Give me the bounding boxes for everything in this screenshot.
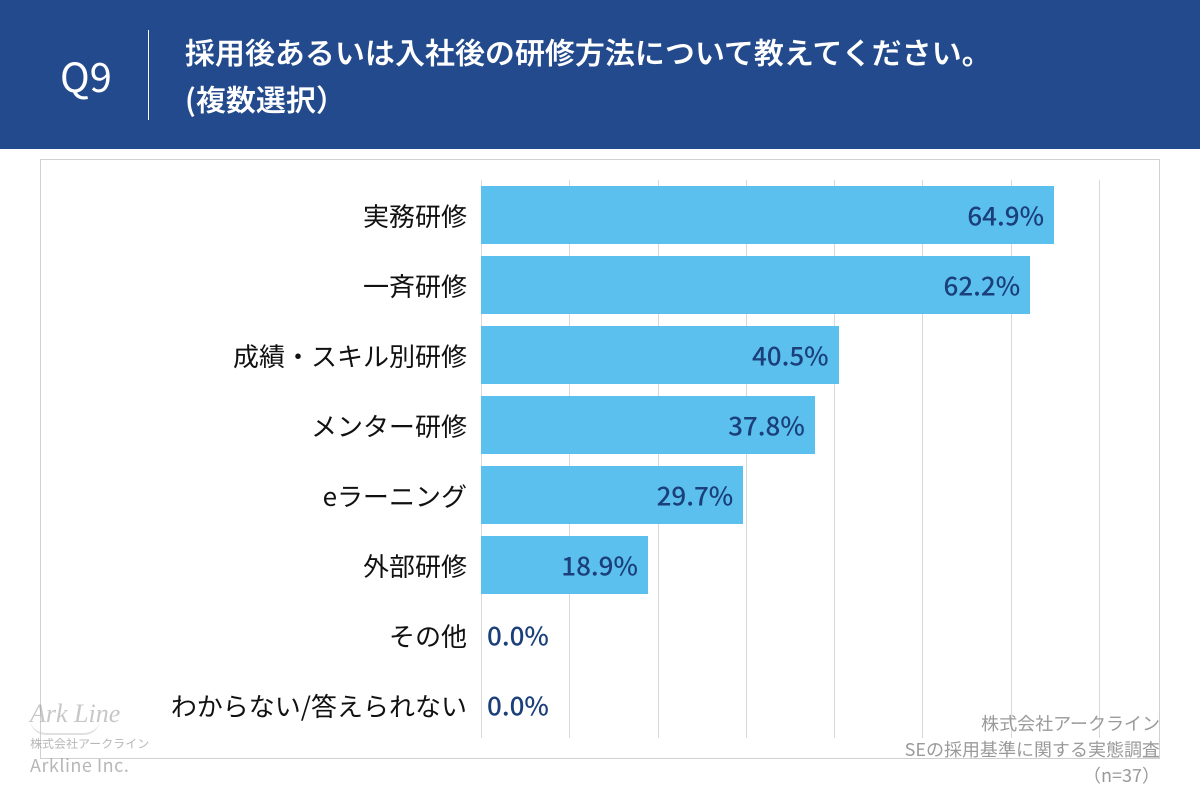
chart-row: 実務研修 64.9%: [41, 180, 1159, 250]
footer-credit: 株式会社アークライン SEの採用基準に関する実態調査 （n=37）: [905, 710, 1160, 788]
category-label: その他: [41, 617, 481, 654]
chart-container: 実務研修 64.9% 一斉研修 62.2% 成績・スキル別研修 40.5% メンター研修 37…: [40, 159, 1160, 759]
value-label: 62.2%: [944, 267, 1021, 304]
logo-en: Arkline Inc.: [30, 752, 149, 778]
chart-plot: 実務研修 64.9% 一斉研修 62.2% 成績・スキル別研修 40.5% メンター研修 37…: [41, 180, 1159, 738]
category-label: メンター研修: [41, 407, 481, 444]
value-label: 29.7%: [657, 477, 734, 514]
bar-area: 0.0%: [481, 600, 1099, 670]
chart-row: 一斉研修 62.2%: [41, 250, 1159, 320]
bar-area: 40.5%: [481, 320, 1099, 390]
bar-area: 29.7%: [481, 460, 1099, 530]
bar-area: 62.2%: [481, 250, 1099, 320]
value-label: 0.0%: [487, 687, 549, 724]
footer-company: 株式会社アークライン: [905, 710, 1160, 736]
category-label: 成績・スキル別研修: [41, 337, 481, 374]
company-logo: Ark Line 株式会社アークライン Arkline Inc.: [30, 699, 149, 778]
footer-survey: SEの採用基準に関する実態調査: [905, 736, 1160, 762]
bar-area: 37.8%: [481, 390, 1099, 460]
bar-area: 64.9%: [481, 180, 1099, 250]
category-label: 実務研修: [41, 197, 481, 234]
question-text: 採用後あるいは入社後の研修方法について教えてください。(複数選択）: [149, 28, 1160, 121]
value-label: 64.9%: [967, 197, 1044, 234]
category-label: 一斉研修: [41, 267, 481, 304]
chart-row: 外部研修 18.9%: [41, 530, 1159, 600]
chart-row: メンター研修 37.8%: [41, 390, 1159, 460]
value-label: 18.9%: [561, 547, 638, 584]
logo-swoosh-icon: [30, 719, 100, 735]
bar-area: 18.9%: [481, 530, 1099, 600]
value-label: 40.5%: [752, 337, 829, 374]
logo-jp: 株式会社アークライン: [30, 735, 149, 752]
footer-n: （n=37）: [905, 762, 1160, 788]
category-label: 外部研修: [41, 547, 481, 584]
header-bar: Q9 採用後あるいは入社後の研修方法について教えてください。(複数選択）: [0, 0, 1200, 149]
value-label: 37.8%: [728, 407, 805, 444]
category-label: eラーニング: [41, 477, 481, 514]
chart-row: その他0.0%: [41, 600, 1159, 670]
chart-row: 成績・スキル別研修 40.5%: [41, 320, 1159, 390]
chart-row: eラーニング 29.7%: [41, 460, 1159, 530]
value-label: 0.0%: [487, 617, 549, 654]
question-number: Q9: [60, 46, 148, 104]
